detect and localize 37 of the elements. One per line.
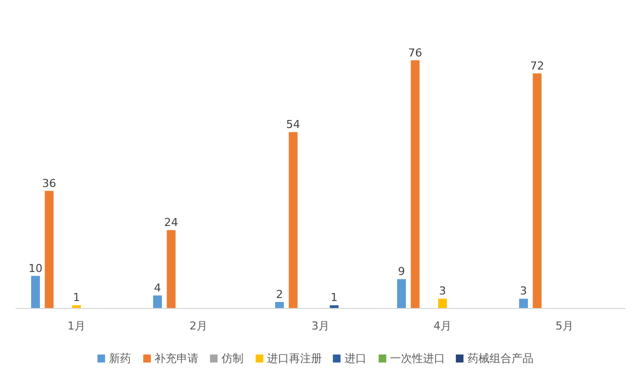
bar bbox=[410, 60, 420, 308]
data-label: 10 bbox=[28, 262, 43, 275]
bar bbox=[275, 302, 284, 308]
legend-label: 药械组合产品 bbox=[467, 352, 534, 365]
data-label: 2 bbox=[276, 288, 284, 301]
bar bbox=[72, 305, 81, 308]
bar bbox=[153, 295, 162, 308]
legend-label: 补充申请 bbox=[154, 352, 199, 365]
bar bbox=[288, 132, 298, 308]
data-label: 36 bbox=[42, 176, 56, 190]
legend-label: 进口再注册 bbox=[267, 352, 322, 365]
data-label: 24 bbox=[164, 216, 178, 230]
data-label: 4 bbox=[154, 281, 162, 294]
data-label: 1 bbox=[73, 291, 80, 304]
x-tick-label: 5月 bbox=[556, 320, 574, 332]
bar bbox=[44, 190, 54, 308]
legend-label: 一次性进口 bbox=[390, 352, 446, 365]
x-tick-label: 3月 bbox=[312, 320, 330, 332]
legend-label: 新药 bbox=[108, 352, 131, 365]
data-label: 54 bbox=[286, 118, 300, 132]
bar bbox=[397, 279, 406, 308]
legend-label: 仿制 bbox=[220, 352, 244, 365]
bar bbox=[438, 298, 447, 308]
x-tick-label: 2月 bbox=[190, 320, 208, 332]
data-label: 72 bbox=[530, 59, 544, 72]
data-label: 9 bbox=[398, 265, 406, 278]
bar bbox=[532, 73, 542, 308]
x-tick-label: 4月 bbox=[434, 320, 452, 332]
x-tick-label: 1月 bbox=[68, 320, 86, 332]
bar bbox=[519, 298, 528, 308]
data-label: 3 bbox=[439, 284, 446, 298]
data-label: 3 bbox=[520, 284, 528, 298]
bar bbox=[31, 276, 40, 308]
data-label: 76 bbox=[408, 46, 422, 60]
legend-label: 进口 bbox=[344, 352, 366, 365]
data-label: 1 bbox=[330, 291, 338, 304]
bar bbox=[166, 230, 176, 308]
